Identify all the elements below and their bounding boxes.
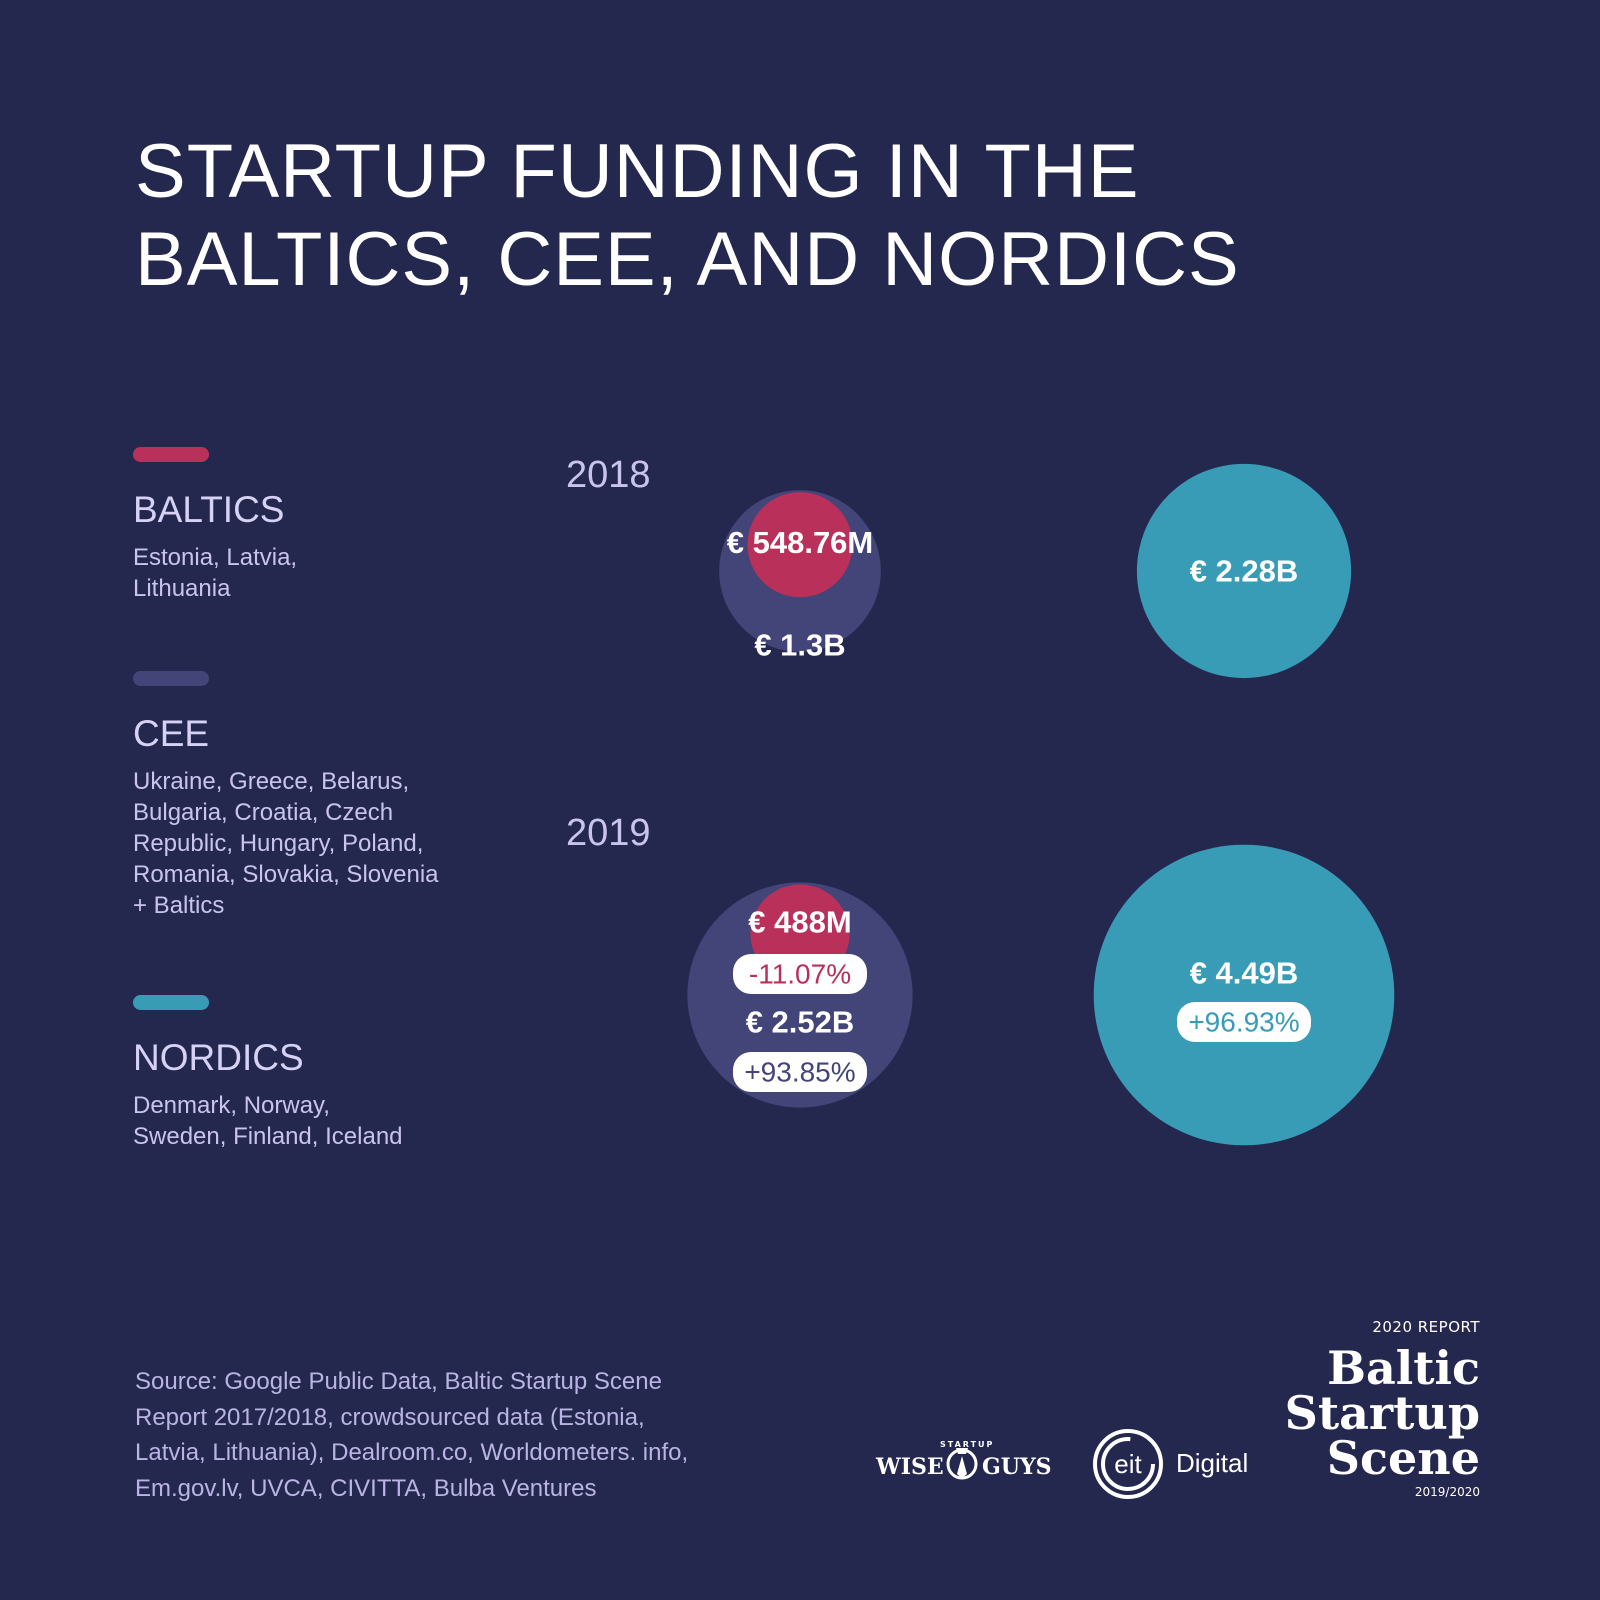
bubble-baltics-2018 (747, 492, 853, 598)
year-label-2019: 2019 (566, 812, 651, 854)
legend-swatch-cee (133, 671, 209, 686)
change-label-baltics-2019-pill (733, 953, 867, 994)
bubble-cee-2019 (687, 882, 913, 1108)
legend-name-baltics: BALTICS (133, 489, 285, 530)
legend-description-cee: Ukraine, Greece, Belarus, Bulgaria, Croa… (133, 768, 439, 919)
change-label-nordics-2019: +96.93% (1188, 1007, 1299, 1038)
svg-text:eit: eit (1114, 1449, 1142, 1479)
bubble-nordics-2019 (1093, 844, 1395, 1146)
legend-item-baltics: BALTICS Estonia, Latvia, Lithuania (133, 447, 473, 604)
legend-description-nordics: Denmark, Norway, Sweden, Finland, Icelan… (133, 1092, 403, 1150)
legend-item-nordics: NORDICS Denmark, Norway, Sweden, Finland… (133, 995, 473, 1152)
legend-name-nordics: NORDICS (133, 1037, 304, 1078)
wise-guys-mark-icon (946, 1448, 978, 1480)
change-label-baltics-2019: -11.07% (749, 958, 851, 989)
change-label-nordics-2019-pill (1177, 1002, 1311, 1042)
startup-wise-guys-logo: STARTUP WISE GUYS (876, 1440, 1052, 1480)
legend-item-cee: CEE Ukraine, Greece, Belarus, Bulgaria, … (133, 671, 473, 921)
baltic-startup-scene-logo: 2020 REPORT Baltic Startup Scene 2019/20… (1284, 1318, 1480, 1499)
value-label-nordics-2019: € 4.49B (1190, 956, 1299, 991)
value-label-nordics-2018: € 2.28B (1190, 554, 1299, 589)
legend-description-baltics: Estonia, Latvia, Lithuania (133, 544, 298, 602)
source-note: Source: Google Public Data, Baltic Start… (135, 1368, 689, 1502)
value-label-baltics-2018: € 548.76M (727, 525, 874, 560)
change-label-cee-2019-pill (733, 1052, 867, 1092)
value-label-cee-2019: € 2.52B (746, 1005, 855, 1040)
page-title: STARTUP FUNDING IN THE BALTICS, CEE, AND… (135, 129, 1240, 302)
value-label-baltics-2019: € 488M (748, 904, 851, 939)
bubble-nordics-2018 (1136, 463, 1352, 679)
year-label-2018: 2018 (566, 454, 651, 496)
eit-ring-icon: eit (1093, 1429, 1163, 1499)
change-label-cee-2019: +93.85% (744, 1057, 855, 1088)
eit-digital-logo: eit Digital (1092, 1428, 1262, 1502)
value-label-cee-2018: € 1.3B (754, 628, 845, 663)
legend-swatch-baltics (133, 447, 209, 462)
legend-swatch-nordics (133, 995, 209, 1010)
legend-name-cee: CEE (133, 713, 210, 754)
